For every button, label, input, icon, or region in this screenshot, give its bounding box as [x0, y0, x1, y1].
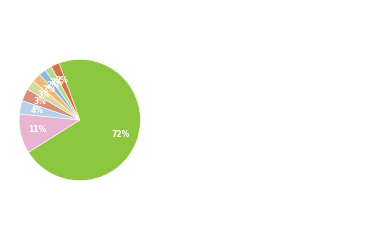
Text: 3%: 3%	[34, 97, 46, 106]
Wedge shape	[45, 66, 80, 120]
Text: 4%: 4%	[31, 106, 44, 115]
Wedge shape	[28, 59, 141, 181]
Wedge shape	[51, 63, 80, 120]
Wedge shape	[40, 70, 80, 120]
Text: 2%: 2%	[46, 81, 59, 90]
Wedge shape	[22, 89, 80, 120]
Wedge shape	[27, 81, 80, 120]
Text: 11%: 11%	[28, 126, 46, 134]
Text: 2%: 2%	[42, 85, 55, 94]
Wedge shape	[19, 114, 80, 152]
Wedge shape	[33, 75, 80, 120]
Text: 2%: 2%	[51, 78, 63, 87]
Text: 72%: 72%	[112, 130, 130, 139]
Legend: Centre for Biodiversity
Genomics [803], Canadian Centre for DNA
Barcoding [118],: Centre for Biodiversity Genomics [803], …	[152, 45, 294, 195]
Text: 3%: 3%	[38, 90, 51, 99]
Wedge shape	[19, 101, 80, 120]
Text: 2%: 2%	[55, 76, 68, 85]
